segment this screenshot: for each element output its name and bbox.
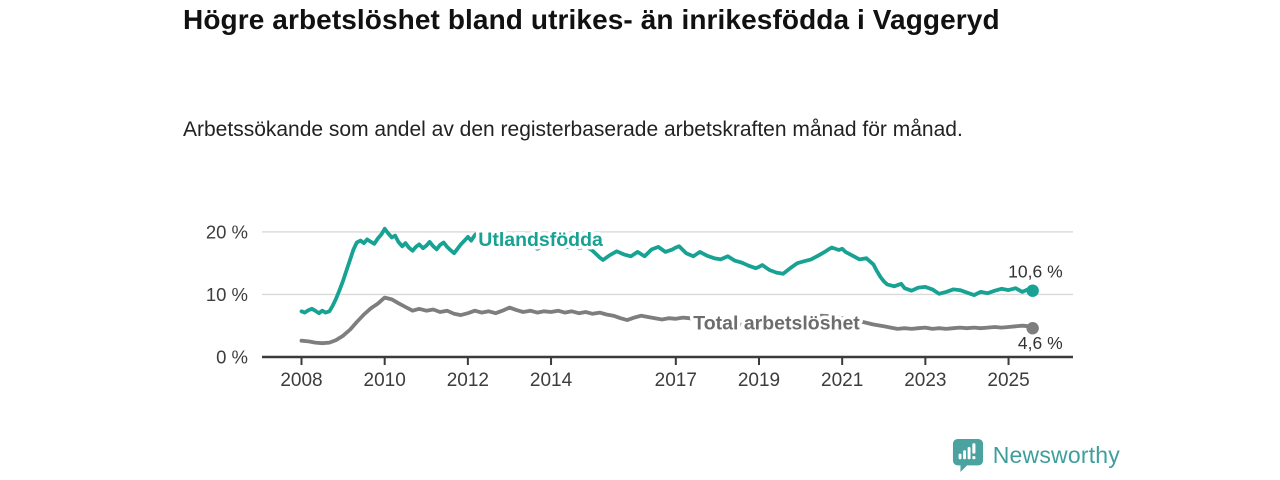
series-line-foreign-born [299,226,1035,316]
x-tick-label: 2017 [655,370,697,391]
x-tick-label: 2025 [987,370,1029,391]
newsworthy-wordmark: Newsworthy [992,441,1120,468]
chart-subtitle: Arbetssökande som andel av den registerb… [183,118,963,141]
end-value-label-total: 4,6 % [1018,333,1063,353]
x-tick-label: 2019 [738,370,780,391]
x-tick-label: 2023 [904,370,946,391]
x-tick-label: 2010 [364,370,406,391]
end-value-label-foreign-born: 10,6 % [1008,262,1062,282]
x-tick-label: 2021 [821,370,863,391]
series-end-dot-foreign-born [1026,284,1039,297]
chart-title: Högre arbetslöshet bland utrikes- än inr… [183,4,1000,35]
series-line-total [299,295,1035,346]
y-tick-label: 0 % [216,347,248,368]
newsworthy-logo: Newsworthy [952,438,1120,472]
x-tick-label: 2008 [280,370,322,391]
y-tick-label: 20 % [206,221,248,242]
x-tick-label: 2012 [447,370,489,391]
series-label-total: Total arbetslöshet [693,312,860,334]
newsworthy-icon [952,439,983,472]
x-tick-label: 2014 [530,370,573,391]
y-tick-label: 10 % [206,284,248,305]
series-end-dot-total [1026,322,1039,335]
series-label-foreign-born: Utlandsfödda [478,229,603,251]
